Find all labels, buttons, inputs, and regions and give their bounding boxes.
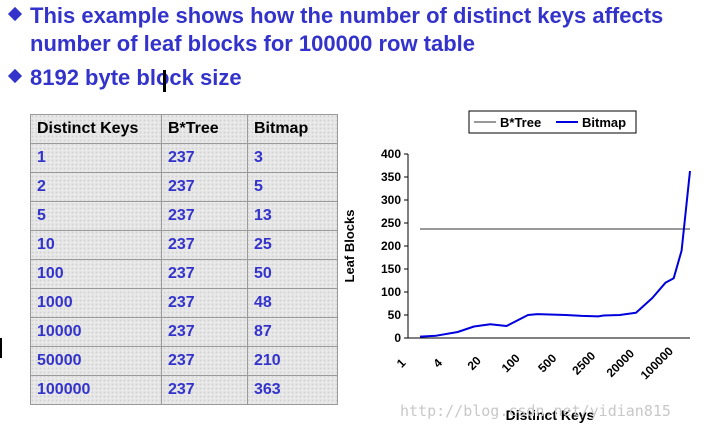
cell-distinct-keys: 100000 [30, 375, 162, 405]
cell-distinct-keys: 1 [30, 143, 162, 173]
y-tick-label: 0 [394, 331, 401, 345]
x-tick-label: 2500 [569, 349, 598, 378]
x-tick-label: 500 [535, 351, 559, 375]
bullet-line-1: This example shows how the number of dis… [7, 2, 670, 58]
cell-btree: 237 [161, 259, 248, 289]
table-row: 5 237 13 [30, 201, 338, 231]
y-tick-label: 400 [381, 147, 401, 161]
header-bitmap: Bitmap [247, 114, 338, 144]
table-row: 10 237 25 [30, 230, 338, 260]
cell-bitmap: 48 [247, 288, 338, 318]
cell-btree: 237 [161, 317, 248, 347]
cell-distinct-keys: 2 [30, 172, 162, 202]
x-axis-title: Distinct Keys [506, 407, 595, 423]
x-tick-label: 100 [499, 351, 523, 375]
bullet-text-1: This example shows how the number of dis… [30, 3, 664, 56]
y-tick-label: 200 [381, 239, 401, 253]
legend-box [468, 110, 637, 134]
watermark: http://blog.csdn.net/yidian815 [400, 402, 671, 420]
legend-label: B*Tree [500, 115, 541, 130]
slide-edge-mark [0, 338, 2, 358]
bullet-text-2: 8192 byte block size [30, 65, 242, 90]
table-row: 10000 237 87 [30, 317, 338, 347]
cell-btree: 237 [161, 143, 248, 173]
series-line-bitmap [419, 170, 691, 338]
cell-btree: 237 [161, 172, 248, 202]
x-tick-label: 20 [465, 353, 485, 373]
table-row: 100 237 50 [30, 259, 338, 289]
cell-btree: 237 [161, 375, 248, 405]
cell-bitmap: 210 [247, 346, 338, 376]
header-btree: B*Tree [161, 114, 248, 144]
bullet-line-2: 8192 byte block size [7, 64, 242, 92]
table-row: 100000 237 363 [30, 375, 338, 405]
y-axis-title: Leaf Blocks [342, 210, 357, 283]
y-tick-label: 50 [388, 308, 402, 322]
cell-btree: 237 [161, 201, 248, 231]
x-tick-label: 4 [430, 356, 445, 371]
table-row: 2 237 5 [30, 172, 338, 202]
cell-distinct-keys: 50000 [30, 346, 162, 376]
text-cursor [163, 70, 166, 92]
cell-bitmap: 50 [247, 259, 338, 289]
cell-bitmap: 363 [247, 375, 338, 405]
cell-distinct-keys: 5 [30, 201, 162, 231]
table-row: 1 237 3 [30, 143, 338, 173]
x-tick-label: 20000 [604, 346, 638, 380]
y-tick-label: 100 [381, 285, 401, 299]
y-tick-label: 150 [381, 262, 401, 276]
cell-bitmap: 87 [247, 317, 338, 347]
x-tick-label: 100000 [638, 344, 676, 382]
diamond-bullet-icon [7, 6, 23, 22]
cell-distinct-keys: 100 [30, 259, 162, 289]
cell-btree: 237 [161, 346, 248, 376]
x-tick-label: 1 [394, 356, 409, 371]
cell-bitmap: 3 [247, 143, 338, 173]
table-row: 1000 237 48 [30, 288, 338, 318]
distinct-keys-table: Distinct Keys B*Tree Bitmap 1 237 3 2 237 5 … [30, 114, 338, 405]
cell-distinct-keys: 10000 [30, 317, 162, 347]
y-tick-label: 300 [381, 193, 401, 207]
cell-distinct-keys: 1000 [30, 288, 162, 318]
y-tick-label: 250 [381, 216, 401, 230]
cell-bitmap: 25 [247, 230, 338, 260]
cell-distinct-keys: 10 [30, 230, 162, 260]
legend-label: Bitmap [582, 115, 626, 130]
cell-bitmap: 5 [247, 172, 338, 202]
cell-btree: 237 [161, 288, 248, 318]
cell-btree: 237 [161, 230, 248, 260]
header-distinct-keys: Distinct Keys [30, 114, 162, 144]
leaf-blocks-chart: 0 50 100 150 200 250 300 350 400 1 4 20 100 500 2500 20… [342, 110, 691, 423]
table-row: 50000 237 210 [30, 346, 338, 376]
cell-bitmap: 13 [247, 201, 338, 231]
diamond-bullet-icon [7, 68, 23, 84]
table-header-row: Distinct Keys B*Tree Bitmap [30, 114, 338, 144]
y-tick-label: 350 [381, 170, 401, 184]
